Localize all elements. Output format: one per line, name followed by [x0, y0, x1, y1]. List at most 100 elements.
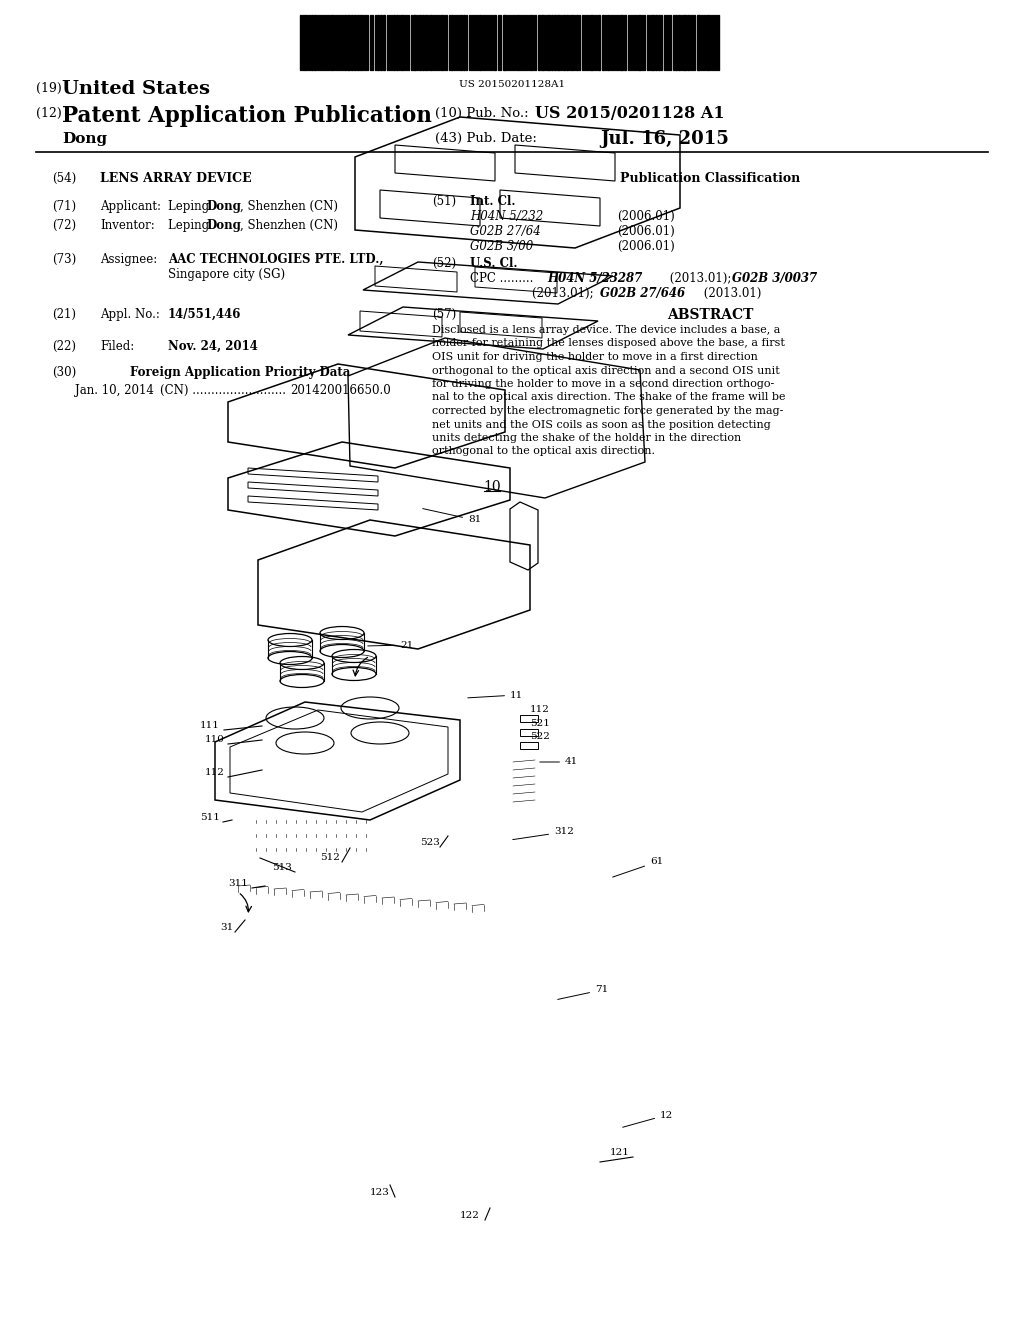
Text: Applicant:: Applicant:	[100, 201, 161, 213]
Bar	[557, 15, 560, 70]
Text: U.S. Cl.: U.S. Cl.	[470, 257, 517, 271]
Text: Inventor:: Inventor:	[100, 219, 155, 232]
Text: CPC .........: CPC .........	[470, 272, 538, 285]
Bar	[360, 15, 362, 70]
Text: Dong: Dong	[62, 132, 108, 147]
Bar	[658, 15, 660, 70]
Text: 14/551,446: 14/551,446	[168, 308, 242, 321]
Text: net units and the OIS coils as soon as the position detecting: net units and the OIS coils as soon as t…	[432, 420, 771, 429]
Bar	[678, 15, 680, 70]
Text: OIS unit for driving the holder to move in a first direction: OIS unit for driving the holder to move …	[432, 352, 758, 362]
Text: holder for retaining the lenses disposed above the base, a first: holder for retaining the lenses disposed…	[432, 338, 784, 348]
Bar	[351, 15, 353, 70]
Text: nal to the optical axis direction. The shake of the frame will be: nal to the optical axis direction. The s…	[432, 392, 785, 403]
Text: Jul. 16, 2015: Jul. 16, 2015	[600, 129, 729, 148]
Bar	[683, 15, 686, 70]
Text: Int. Cl.: Int. Cl.	[470, 195, 515, 209]
Text: Disclosed is a lens array device. The device includes a base, a: Disclosed is a lens array device. The de…	[432, 325, 780, 335]
Text: AAC TECHNOLOGIES PTE. LTD.,: AAC TECHNOLOGIES PTE. LTD.,	[168, 253, 384, 267]
Bar	[479, 15, 481, 70]
Text: Singapore city (SG): Singapore city (SG)	[168, 268, 285, 281]
Text: 11: 11	[468, 690, 523, 700]
Text: Assignee:: Assignee:	[100, 253, 158, 267]
Text: Dong: Dong	[206, 201, 241, 213]
Bar	[419, 15, 421, 70]
Text: G02B 3/0037: G02B 3/0037	[732, 272, 817, 285]
Text: 110: 110	[205, 735, 225, 744]
Bar	[607, 15, 609, 70]
Bar	[655, 15, 657, 70]
Text: (21): (21)	[52, 308, 76, 321]
Text: (30): (30)	[52, 366, 76, 379]
Bar	[575, 15, 578, 70]
Text: (54): (54)	[52, 172, 76, 185]
Text: (57): (57)	[432, 308, 457, 321]
Bar	[401, 15, 403, 70]
Text: Leping: Leping	[168, 201, 213, 213]
Bar	[422, 15, 424, 70]
Text: 31: 31	[220, 923, 233, 932]
Bar	[494, 15, 496, 70]
Bar	[590, 15, 593, 70]
Bar	[620, 15, 623, 70]
Bar	[331, 15, 333, 70]
Bar	[425, 15, 427, 70]
Text: 521: 521	[530, 719, 550, 729]
Text: 111: 111	[200, 721, 220, 730]
Text: H04N 5/232: H04N 5/232	[470, 210, 544, 223]
Text: 112: 112	[205, 768, 225, 777]
Text: (10) Pub. No.:: (10) Pub. No.:	[435, 107, 528, 120]
Text: Foreign Application Priority Data: Foreign Application Priority Data	[130, 366, 350, 379]
Bar	[354, 15, 356, 70]
Bar	[451, 15, 453, 70]
Bar	[347, 15, 350, 70]
Text: 81: 81	[423, 508, 481, 524]
Bar	[687, 15, 689, 70]
Text: 512: 512	[319, 853, 340, 862]
Bar	[651, 15, 654, 70]
Text: (19): (19)	[36, 82, 61, 95]
Bar	[393, 15, 395, 70]
Text: 12: 12	[623, 1110, 673, 1127]
Bar	[520, 729, 538, 737]
Text: (2013.01): (2013.01)	[700, 286, 762, 300]
Text: (2006.01): (2006.01)	[617, 224, 675, 238]
Bar	[520, 742, 538, 748]
Text: (43) Pub. Date:: (43) Pub. Date:	[435, 132, 537, 145]
Text: Leping: Leping	[168, 219, 213, 232]
Text: US 2015/0201128 A1: US 2015/0201128 A1	[535, 106, 725, 121]
Text: G02B 3/00: G02B 3/00	[470, 240, 534, 253]
Bar	[357, 15, 359, 70]
Text: (22): (22)	[52, 341, 76, 352]
Text: Dong: Dong	[206, 219, 241, 232]
Text: H04N 5/23287: H04N 5/23287	[547, 272, 642, 285]
Text: 201420016650.0: 201420016650.0	[290, 384, 391, 397]
Bar	[624, 15, 626, 70]
Bar	[314, 15, 316, 70]
Text: 21: 21	[368, 640, 414, 649]
Bar	[380, 15, 382, 70]
Bar	[563, 15, 565, 70]
Bar	[538, 15, 540, 70]
Bar	[460, 15, 462, 70]
Text: orthogonal to the optical axis direction and a second OIS unit: orthogonal to the optical axis direction…	[432, 366, 779, 375]
Bar	[517, 15, 519, 70]
Bar	[541, 15, 544, 70]
Text: (2013.01);: (2013.01);	[532, 286, 597, 300]
Text: , Shenzhen (CN): , Shenzhen (CN)	[240, 219, 338, 232]
Bar	[602, 15, 604, 70]
Text: 123: 123	[370, 1188, 390, 1197]
Bar	[304, 15, 306, 70]
Text: (CN) .........................: (CN) .........................	[160, 384, 286, 397]
Bar	[377, 15, 379, 70]
Bar	[675, 15, 677, 70]
Bar	[503, 15, 506, 70]
Text: 112: 112	[530, 705, 550, 714]
Text: (52): (52)	[432, 257, 456, 271]
Text: 511: 511	[200, 813, 220, 822]
Text: 122: 122	[460, 1210, 480, 1220]
Text: (71): (71)	[52, 201, 76, 213]
Text: corrected by the electromagnetic force generated by the mag-: corrected by the electromagnetic force g…	[432, 407, 783, 416]
Text: (72): (72)	[52, 219, 76, 232]
Text: (73): (73)	[52, 253, 76, 267]
